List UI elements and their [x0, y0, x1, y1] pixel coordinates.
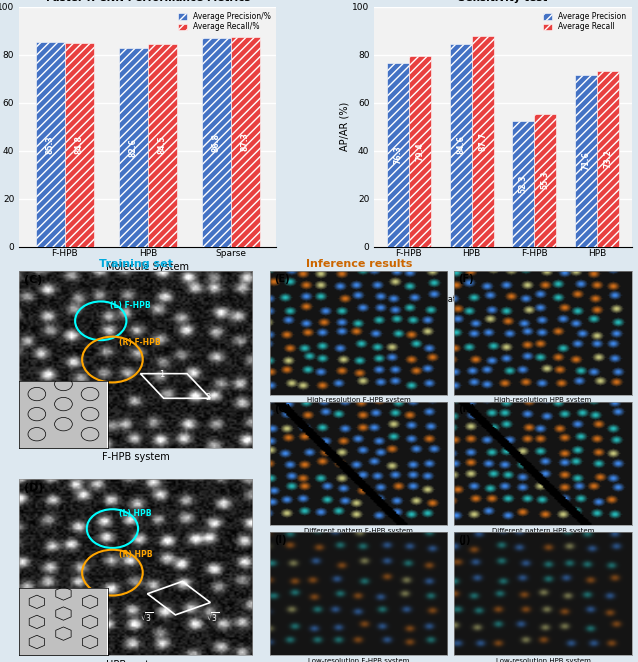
Text: $\sqrt{3}$: $\sqrt{3}$ — [140, 610, 154, 624]
Text: 79.4: 79.4 — [415, 142, 424, 161]
Bar — [512, 121, 535, 246]
Text: (J): (J) — [458, 535, 470, 545]
Bar — [119, 48, 148, 246]
Text: 84.5: 84.5 — [158, 136, 167, 154]
Bar — [575, 75, 597, 246]
Title: Sensitivity test: Sensitivity test — [458, 0, 547, 3]
Text: 71.6: 71.6 — [582, 152, 591, 170]
Text: 2: 2 — [205, 393, 211, 402]
Text: 87.7: 87.7 — [478, 132, 487, 151]
X-axis label: Low-resolution F-HPB system
Recognition rate: 95,1%: Low-resolution F-HPB system Recognition … — [308, 658, 410, 662]
Text: (H): (H) — [458, 404, 475, 414]
Title: Training set: Training set — [99, 260, 173, 269]
Text: (G): (G) — [274, 404, 291, 414]
Bar — [202, 38, 231, 246]
Text: (E): (E) — [274, 274, 290, 284]
Text: 84.8: 84.8 — [75, 136, 84, 154]
Bar — [535, 114, 556, 246]
Bar — [231, 37, 260, 246]
Text: (C): (C) — [24, 275, 42, 285]
Text: 55.3: 55.3 — [541, 171, 550, 189]
Bar — [597, 71, 619, 246]
Bar — [36, 42, 65, 246]
Y-axis label: AP/AR (%): AP/AR (%) — [339, 102, 350, 151]
Text: (D): (D) — [24, 483, 43, 493]
X-axis label: HPB system: HPB system — [107, 659, 165, 662]
X-axis label: Different pattern HPB system
Recognition rate: 100%: Different pattern HPB system Recognition… — [492, 528, 594, 541]
Title: Faster R-CNN Performance Metrics: Faster R-CNN Performance Metrics — [45, 0, 250, 3]
Text: 82.6: 82.6 — [129, 138, 138, 157]
Text: Different Pattern: Different Pattern — [403, 295, 474, 304]
X-axis label: High-resolution HPB system
Recognition rate: 100%: High-resolution HPB system Recognition r… — [494, 397, 591, 410]
X-axis label: Different pattern F-HPB system
Recognition rate: 100%: Different pattern F-HPB system Recogniti… — [304, 528, 413, 541]
X-axis label: F-HPB system: F-HPB system — [102, 451, 170, 462]
Bar — [148, 44, 177, 246]
Text: 52.3: 52.3 — [519, 175, 528, 193]
Text: 86.8: 86.8 — [212, 133, 221, 152]
Bar — [409, 56, 431, 246]
Text: 76.3: 76.3 — [393, 146, 403, 164]
Title: Inference results: Inference results — [306, 260, 412, 269]
Text: 73.2: 73.2 — [604, 150, 612, 168]
Text: (R) HPB: (R) HPB — [119, 549, 153, 559]
Text: 1: 1 — [159, 370, 165, 379]
Bar — [387, 64, 409, 246]
Text: (L) HPB: (L) HPB — [119, 509, 152, 518]
Text: 87.3: 87.3 — [241, 132, 250, 151]
Bar — [471, 36, 494, 246]
Text: 85.3: 85.3 — [46, 135, 55, 154]
Text: (L) F-HPB: (L) F-HPB — [110, 301, 151, 310]
X-axis label: High-resolution F-HPB system
Recognition rate: 100%: High-resolution F-HPB system Recognition… — [307, 397, 411, 410]
Text: (I): (I) — [274, 535, 286, 545]
Text: (F): (F) — [458, 274, 473, 284]
Bar — [65, 43, 94, 246]
X-axis label: Low-resolution HPB system
Recognition rate: 97,6%: Low-resolution HPB system Recognition ra… — [496, 658, 590, 662]
X-axis label: Molecule System: Molecule System — [107, 263, 189, 273]
Text: 84.6: 84.6 — [456, 136, 465, 154]
Bar — [450, 44, 471, 246]
Text: Low Resolution: Low Resolution — [536, 295, 599, 304]
Text: $\sqrt{3}$: $\sqrt{3}$ — [205, 610, 219, 624]
Legend: Average Precision/%, Average Recall/%: Average Precision/%, Average Recall/% — [177, 11, 272, 33]
Legend: Average Precision, Average Recall: Average Precision, Average Recall — [541, 11, 628, 33]
Text: (R) F-HPB: (R) F-HPB — [119, 338, 161, 348]
